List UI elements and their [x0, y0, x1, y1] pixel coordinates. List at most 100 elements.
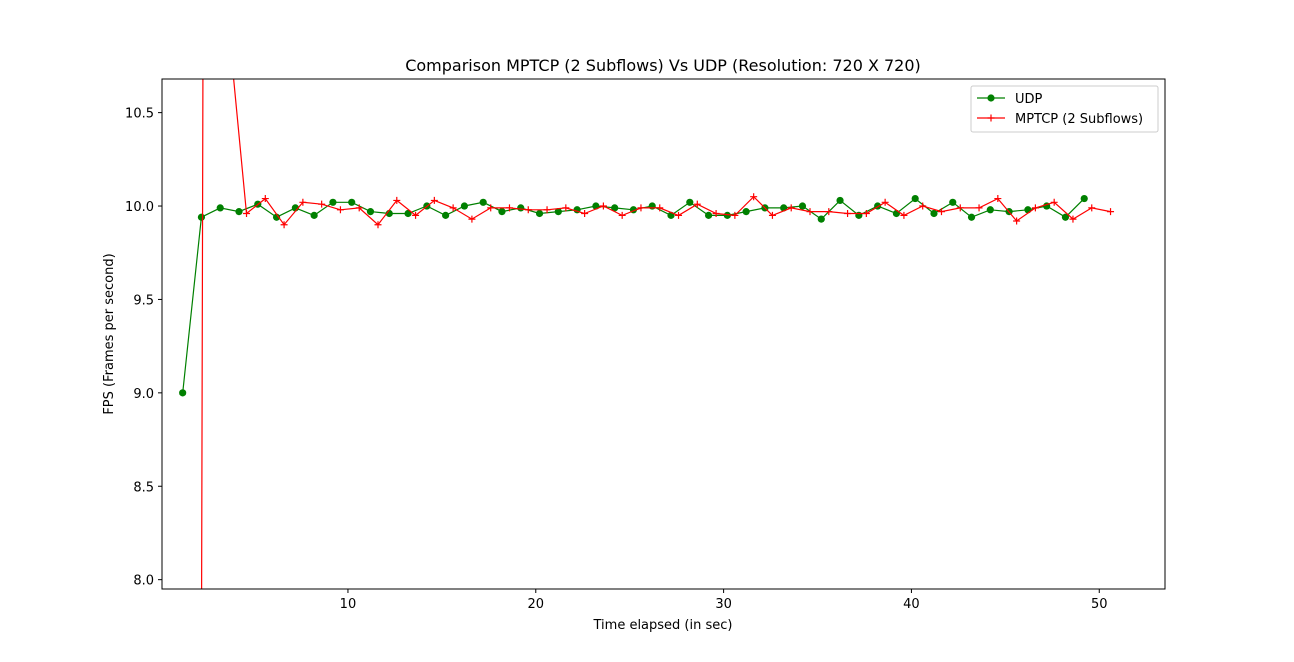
mptcp-data-point	[994, 195, 1002, 203]
mptcp-data-point	[937, 208, 945, 216]
udp-data-point	[404, 209, 412, 218]
mptcp-data-point	[412, 211, 420, 219]
udp-data-point	[892, 209, 901, 218]
udp-data-point	[197, 213, 206, 221]
mptcp-data-point	[524, 206, 532, 214]
y-tick-label: 8.0	[133, 574, 154, 589]
udp-data-point	[235, 208, 243, 216]
y-tick-label: 9.0	[133, 387, 154, 402]
udp-data-point	[723, 211, 731, 219]
legend-box	[970, 85, 1159, 133]
udp-data-point	[911, 194, 919, 203]
x-axis: 10 20 30 40 50	[340, 589, 1108, 612]
x-axis-label: Time elapsed (in sec)	[593, 618, 733, 633]
mptcp-data-point	[618, 211, 626, 219]
mptcp-data-point	[562, 204, 570, 212]
mptcp-data-point	[430, 196, 438, 204]
mptcp-data-point	[731, 211, 739, 219]
y-tick-label: 9.5	[133, 293, 154, 308]
udp-data-point	[949, 198, 957, 206]
y-tick-label: 10.0	[125, 200, 154, 215]
y-axis-label: FPS (Frames per second)	[102, 253, 117, 414]
series-layer	[179, 79, 1115, 589]
udp-data-point	[704, 211, 713, 219]
mptcp-data-point	[1107, 208, 1115, 216]
x-tick-label: 10	[340, 597, 357, 612]
chart-title: Comparison MPTCP (2 Subflows) Vs UDP (Re…	[405, 56, 921, 75]
udp-data-point	[855, 211, 863, 219]
udp-data-point	[686, 198, 694, 206]
udp-data-point	[1080, 194, 1088, 203]
mptcp-data-point	[656, 204, 664, 212]
mptcp-data-point	[280, 221, 288, 229]
udp-data-point	[272, 213, 281, 221]
mptcp-data-point	[299, 198, 307, 206]
udp-data-point	[1061, 213, 1070, 221]
mptcp-data-point	[261, 195, 269, 203]
mptcp-data-point	[637, 204, 645, 212]
x-tick-label: 40	[903, 597, 920, 612]
y-tick-label: 8.5	[133, 480, 154, 495]
mptcp-data-point	[768, 211, 776, 219]
udp-data-point	[348, 198, 356, 206]
legend-mptcp-marker	[987, 114, 995, 122]
udp-data-point	[442, 211, 450, 219]
mptcp-data-point	[543, 206, 551, 214]
mptcp-data-point	[975, 204, 983, 212]
mptcp-data-point	[900, 211, 908, 219]
mptcp-data-point	[581, 210, 589, 218]
mptcp-data-point	[374, 221, 382, 229]
udp-data-point	[329, 198, 337, 206]
mptcp-data-point	[1069, 215, 1077, 223]
mptcp-data-point	[505, 204, 513, 212]
legend-udp-label: UDP	[1015, 92, 1043, 107]
udp-data-point	[986, 206, 994, 214]
mptcp-data-point	[693, 200, 701, 208]
mptcp-data-point	[1050, 198, 1058, 206]
legend-mptcp-label: MPTCP (2 Subflows)	[1015, 112, 1143, 127]
mptcp-data-point	[862, 210, 870, 218]
mptcp-data-point	[956, 204, 964, 212]
udp-data-point	[836, 196, 844, 205]
udp-data-point	[742, 208, 750, 216]
udp-data-point	[517, 204, 525, 212]
x-tick-label: 20	[528, 597, 545, 612]
mptcp-data-point	[1013, 217, 1021, 225]
udp-data-point	[498, 208, 506, 216]
mptcp-data-point	[825, 208, 833, 216]
udp-data-point	[535, 209, 544, 218]
udp-data-point	[611, 204, 619, 212]
x-tick-label: 50	[1091, 597, 1108, 612]
mptcp-data-point	[712, 210, 720, 218]
udp-data-point	[366, 208, 375, 216]
udp-data-point	[479, 198, 487, 206]
udp-data-point	[310, 211, 318, 219]
mptcp-data-point	[844, 210, 852, 218]
mptcp-data-point	[806, 208, 814, 216]
mptcp-data-point	[881, 198, 889, 206]
legend: UDP MPTCP (2 Subflows)	[970, 85, 1159, 133]
mptcp-data-point	[919, 202, 927, 210]
mptcp-data-point	[393, 196, 401, 204]
udp-data-point	[817, 215, 825, 223]
legend-udp-marker	[987, 94, 995, 102]
mptcp-data-point	[675, 211, 683, 219]
mptcp-data-point	[487, 204, 495, 212]
mptcp-data-point	[1088, 204, 1096, 212]
mptcp-data-point	[599, 202, 607, 210]
udp-data-point	[1024, 206, 1032, 214]
udp-data-point	[967, 213, 976, 221]
mptcp-data-point	[243, 210, 251, 218]
plot-frame	[161, 78, 1166, 590]
mptcp-data-point	[750, 193, 758, 201]
y-axis: 8.0 8.5 9.0 9.5 10.0 10.5	[125, 107, 162, 589]
mptcp-data-point	[787, 204, 795, 212]
x-tick-label: 30	[715, 597, 732, 612]
mptcp-data-point	[355, 204, 363, 212]
y-tick-label: 10.5	[125, 107, 154, 122]
udp-data-point	[216, 204, 224, 212]
udp-data-point	[648, 202, 656, 210]
udp-data-point	[930, 209, 938, 218]
mptcp-data-point	[468, 215, 476, 223]
